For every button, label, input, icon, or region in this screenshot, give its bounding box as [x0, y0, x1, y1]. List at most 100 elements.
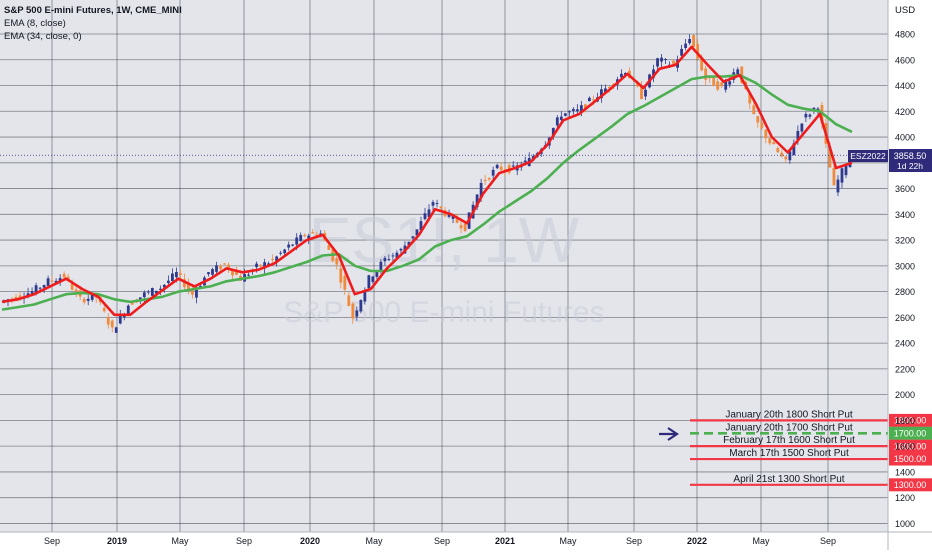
candle-body [756, 116, 760, 123]
candle-body [760, 122, 764, 129]
price-tag-text: 3858.50 [894, 151, 927, 161]
candle-body [764, 129, 768, 139]
current-price-label: ESZ2022 3858.50 1d 22h [848, 149, 932, 172]
candle-body [652, 69, 655, 78]
price-axis[interactable]: 1000 1200 1400 1600 1800 2000 2200 2400 2600 2800… [887, 0, 915, 550]
candle-body [82, 298, 86, 303]
candle-body [816, 108, 820, 110]
candle-body [18, 295, 22, 299]
candle-body [307, 235, 311, 239]
candle-body [391, 255, 395, 257]
candle-body [311, 232, 315, 234]
candle-body [279, 252, 283, 254]
candle-body [800, 123, 804, 132]
candle-body [106, 317, 110, 325]
candle-body [110, 320, 114, 328]
y-tick-label: 1200 [895, 493, 915, 503]
x-tick-label: May [752, 536, 770, 546]
ticker-tag-text: ESZ2022 [850, 151, 886, 161]
candle-body [255, 263, 258, 268]
candle-body [587, 97, 591, 102]
candle-body [303, 234, 307, 237]
countdown-text: 1d 22h [897, 161, 923, 171]
candle-body [219, 265, 222, 269]
level-price-tag [889, 426, 932, 440]
candle-body [271, 259, 275, 261]
candle-body [263, 262, 267, 269]
candle-body [283, 249, 287, 254]
candle-body [142, 292, 146, 298]
candle-body [640, 85, 643, 100]
candle-body [700, 56, 704, 71]
candle-body [716, 81, 720, 90]
candle-body [600, 89, 603, 99]
candle-body [295, 237, 299, 245]
chart-legend: S&P 500 E-mini Futures, 1W, CME_MINI EMA… [4, 4, 182, 43]
candle-body [684, 43, 688, 48]
legend-ema-fast: EMA (8, close) [4, 18, 66, 29]
candle-body [748, 92, 752, 104]
candle-body [551, 127, 555, 137]
y-tick-label: 3400 [895, 210, 915, 220]
level-price-text: 1700.00 [894, 428, 927, 438]
candle-body [102, 308, 106, 312]
level-price-tag [889, 478, 932, 492]
candle-body [728, 81, 732, 85]
candle-body [836, 179, 840, 193]
candle-body [555, 117, 559, 126]
candle-body [118, 314, 122, 324]
candle-body [371, 276, 375, 282]
level-price-text: 1600.00 [894, 441, 927, 451]
ema-slow-line [1, 73, 853, 311]
candle-body [720, 82, 724, 87]
candle-body [455, 218, 459, 223]
candle-body [439, 206, 443, 209]
ema-fast-line [1, 45, 853, 317]
candle-body [780, 152, 784, 157]
candle-body [423, 213, 427, 220]
candle-body [343, 276, 347, 290]
candle-body [792, 143, 796, 155]
watermark: ES1!, 1W S&P 500 E-mini Futures [283, 204, 604, 329]
candle-body [451, 216, 455, 219]
candle-body [620, 73, 623, 78]
candle-body [183, 279, 186, 288]
y-tick-label: 1400 [895, 467, 915, 477]
candle-body [199, 285, 202, 288]
candle-body [784, 156, 788, 160]
candle-body [74, 289, 78, 292]
level-label: February 17th 1600 Short Put [723, 435, 855, 446]
watermark-name: S&P 500 E-mini Futures [283, 296, 604, 329]
y-tick-label: 2800 [895, 287, 915, 297]
y-tick-label: 4800 [895, 30, 915, 40]
candle-body [291, 244, 295, 246]
candle-body [656, 58, 659, 67]
candle-body [567, 111, 571, 113]
candle-body [187, 282, 190, 290]
candle-body [776, 147, 780, 153]
level-price-tag [889, 439, 932, 453]
candle-body [571, 109, 575, 111]
candle-body [768, 138, 772, 144]
y-tick-label: 4400 [895, 81, 915, 91]
candle-body [30, 291, 34, 294]
time-axis[interactable]: Sep 2019 May Sep 2020 May Sep 2021 May Sep 2022 May… [0, 531, 932, 546]
candle-body [215, 265, 218, 272]
candle-body [591, 99, 595, 101]
candle-body [459, 224, 463, 229]
candle-body [660, 57, 663, 62]
candle-body [179, 273, 182, 275]
candle-body [138, 297, 142, 300]
candle-body [688, 39, 692, 44]
x-tick-label: Sep [44, 536, 60, 546]
x-tick-label: 2019 [107, 536, 127, 546]
candle-body [511, 165, 515, 167]
candle-body [415, 229, 419, 236]
grid-lines [0, 0, 888, 532]
y-tick-label: 2000 [895, 390, 915, 400]
ema-lines [0, 45, 888, 317]
y-tick-label: 2200 [895, 364, 915, 374]
y-tick-label: 4000 [895, 133, 915, 143]
